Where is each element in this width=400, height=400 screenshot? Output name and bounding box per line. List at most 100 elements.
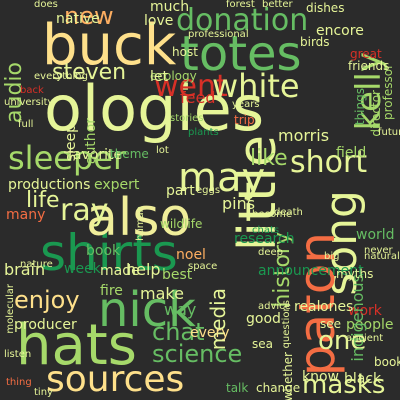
word-make: make [140, 284, 184, 303]
word-sleeper: sleeper [8, 139, 127, 177]
word-like: like [250, 146, 288, 171]
word-research: research [234, 231, 295, 247]
word-space: space [188, 261, 218, 272]
word-encore: encore [316, 23, 364, 39]
word-ologies: ologies [44, 72, 265, 145]
word-world: world [356, 227, 395, 243]
word-white: white [212, 67, 300, 105]
word-big: big [324, 251, 340, 262]
word-noel: noel [176, 247, 206, 263]
word-become: become [252, 209, 293, 220]
word-sleep: sleep [63, 124, 79, 162]
word-real: real [294, 299, 321, 315]
word-morris: morris [278, 126, 330, 145]
word-pins: pins [222, 194, 256, 213]
word-change: change [256, 381, 301, 395]
word-totes: totes [180, 26, 302, 82]
word-eggs: eggs [196, 185, 221, 196]
word-theme: theme [110, 147, 149, 161]
word-does: does [34, 0, 58, 10]
word-wildlife: wildlife [160, 217, 203, 231]
word-know: know [302, 369, 339, 385]
word-feed: feed [180, 88, 216, 107]
word-see: see [320, 317, 342, 331]
word-books: books [374, 355, 400, 369]
word-best: best [162, 267, 193, 283]
word-myths: myths [336, 267, 374, 281]
word-sources: sources [46, 359, 185, 400]
word-molecular: molecular [5, 284, 16, 334]
word-forest: forest [226, 0, 255, 10]
word-new: new [64, 2, 114, 30]
word-fire: fire [100, 283, 123, 299]
word-advice: advice [258, 301, 291, 312]
word-productions: productions [8, 177, 91, 193]
word-talk: talk [226, 381, 249, 395]
word-steven: steven [52, 60, 127, 85]
word-black: black [344, 371, 382, 387]
word-donation: donation [176, 3, 309, 38]
word-deep: deep [258, 247, 283, 258]
word-many: many [6, 207, 46, 223]
word-sea: sea [252, 337, 273, 351]
word-help: help [126, 260, 161, 279]
word-things: things [353, 88, 367, 126]
word-brain: brain [4, 260, 46, 279]
word-ones: ones [320, 299, 354, 315]
word-ecology: ecology [150, 69, 197, 83]
word-one: one [318, 326, 367, 356]
word-death: death [274, 207, 303, 218]
word-favorite: favorite [68, 147, 123, 163]
word-may: may [178, 155, 266, 201]
word-friends: friends [348, 59, 390, 73]
word-masks: masks [302, 370, 386, 400]
word-years: years [232, 99, 260, 110]
word-back: back [20, 85, 44, 96]
word-expert: expert [94, 177, 140, 193]
word-field: field [336, 145, 367, 161]
word-questions: questions [281, 300, 292, 349]
word-human: human [135, 206, 146, 241]
word-week: week [64, 261, 101, 277]
word-future: future [378, 127, 400, 138]
word-chat: chat [152, 318, 205, 346]
word-trip: trip [234, 113, 255, 127]
word-work: work [348, 303, 382, 319]
word-also: also [86, 188, 192, 248]
word-way: way [164, 300, 197, 319]
word-love: love [144, 13, 174, 29]
word-everything: everything [34, 71, 88, 82]
word-made: made [100, 263, 140, 279]
word-book: book [86, 243, 121, 259]
word-plants: plants [188, 127, 219, 138]
word-native: native [56, 11, 100, 27]
word-people: people [346, 317, 394, 333]
word-science: science [152, 340, 243, 368]
word-author: author [83, 118, 99, 165]
word-better: better [262, 0, 293, 10]
word-listen: listen [4, 349, 32, 360]
word-professional: professional [188, 29, 249, 40]
word-let: let [150, 69, 168, 85]
word-every: every [190, 325, 230, 341]
word-went: went [154, 69, 228, 104]
word-natural: natural [364, 251, 400, 262]
word-nature: nature [20, 259, 53, 270]
word-much: much [150, 0, 190, 15]
word-never: never [364, 245, 393, 256]
word-ancient: ancient [346, 333, 384, 344]
word-dishes: dishes [306, 1, 345, 15]
word-thing: thing [6, 377, 32, 388]
word-great: great [350, 47, 382, 61]
word-ray: ray [60, 193, 109, 228]
word-nick: nick [98, 282, 196, 338]
word-hats: hats [16, 313, 137, 378]
word-lot: lot [156, 145, 169, 156]
word-life: life [26, 188, 60, 213]
word-short: short [290, 145, 368, 180]
word-chats: chats [252, 225, 280, 236]
word-host: host [172, 45, 198, 59]
word-tiny: tiny [34, 387, 53, 398]
word-full: full [18, 119, 34, 130]
